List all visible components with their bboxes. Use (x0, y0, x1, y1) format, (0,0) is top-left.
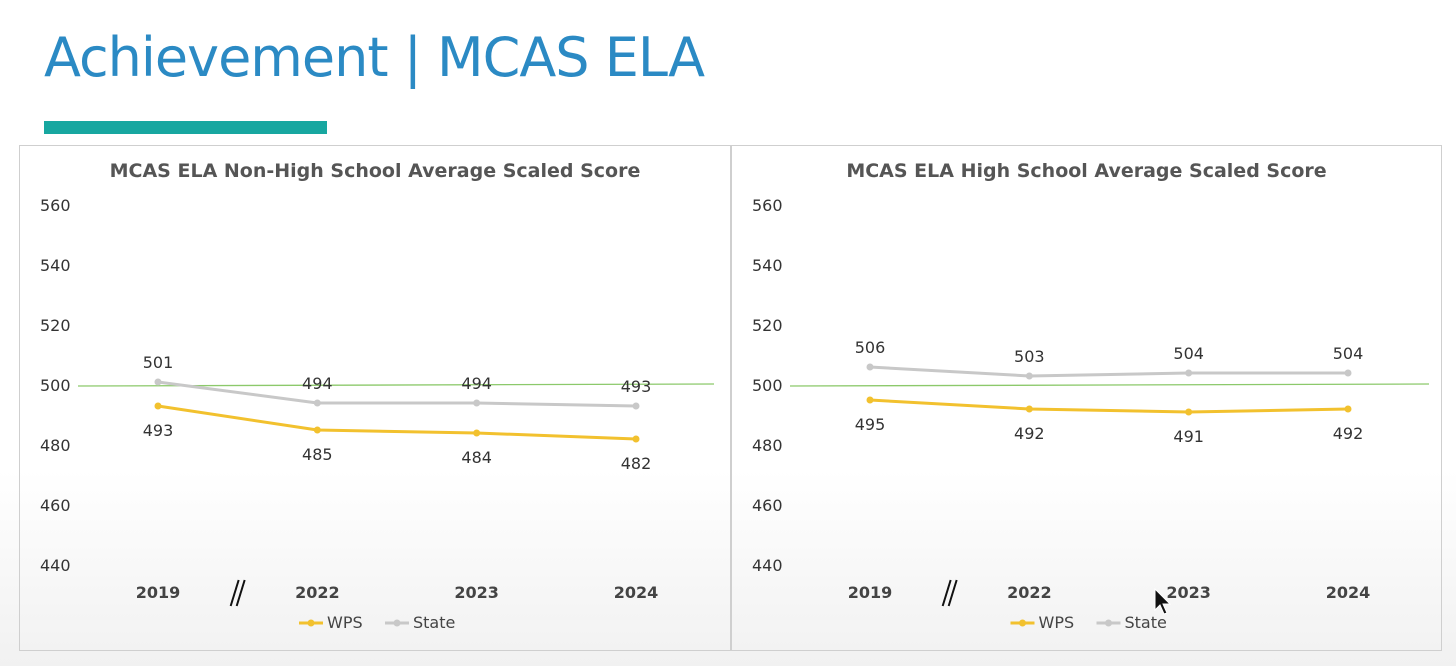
y-tick-label: 460 (752, 496, 783, 515)
legend-marker-wps (1019, 619, 1026, 627)
data-point-state (473, 399, 481, 407)
data-point-wps (1185, 408, 1193, 416)
series-line-wps (157, 404, 637, 441)
data-label-wps: 492 (1014, 424, 1045, 443)
y-tick-label: 440 (752, 556, 783, 575)
x-tick-label: 2022 (295, 583, 340, 602)
legend: WPS State (1010, 613, 1167, 632)
data-point-wps (1025, 405, 1033, 413)
x-tick-label: 2022 (1007, 583, 1052, 602)
data-point-state (154, 378, 162, 386)
title-accent-bar (44, 121, 327, 134)
y-tick-label: 540 (40, 256, 71, 275)
data-point-state (866, 363, 874, 371)
data-label-state: 501 (143, 353, 174, 372)
y-tick-label: 540 (752, 256, 783, 275)
x-tick-label: 2024 (1326, 583, 1371, 602)
axis-break-marker (941, 579, 958, 607)
chart-title: MCAS ELA Non-High School Average Scaled … (110, 160, 641, 182)
y-tick-label: 560 (40, 196, 71, 215)
legend-label-wps: WPS (1039, 613, 1075, 632)
mouse-cursor-icon (1154, 588, 1172, 615)
slide-title: Achievement | MCAS ELA (44, 26, 705, 89)
chart-non-high-school: MCAS ELA Non-High School Average Scaled … (40, 160, 715, 632)
legend: WPS State (299, 613, 455, 632)
y-tick-label: 560 (752, 196, 783, 215)
data-label-wps: 485 (302, 445, 333, 464)
y-tick-label: 520 (752, 316, 783, 335)
axis-break-marker (229, 579, 246, 607)
series-line-state (869, 365, 1348, 378)
x-tick-label: 2023 (454, 583, 499, 602)
chart-high-school: MCAS ELA High School Average Scaled Scor… (752, 160, 1430, 632)
data-label-state: 494 (302, 374, 333, 393)
series-line-state (157, 380, 637, 408)
data-label-wps: 493 (143, 421, 174, 440)
legend-label-wps: WPS (327, 613, 363, 632)
data-label-wps: 482 (621, 454, 652, 473)
data-label-wps: 484 (461, 448, 492, 467)
data-label-wps: 495 (855, 415, 886, 434)
data-label-state: 504 (1333, 344, 1364, 363)
chart-panel-high-school: MCAS ELA High School Average Scaled Scor… (731, 145, 1442, 651)
legend-label-state: State (413, 613, 455, 632)
data-point-state (632, 402, 640, 410)
reference-line (789, 383, 1430, 387)
legend-label-state: State (1125, 613, 1167, 632)
data-point-state (313, 399, 321, 407)
y-tick-label: 480 (40, 436, 71, 455)
data-point-wps (866, 396, 874, 404)
data-label-state: 494 (461, 374, 492, 393)
series-line-wps (869, 398, 1349, 414)
data-label-wps: 492 (1333, 424, 1364, 443)
x-tick-label: 2023 (1166, 583, 1211, 602)
y-tick-label: 520 (40, 316, 71, 335)
y-tick-label: 460 (40, 496, 71, 515)
data-point-wps (473, 429, 481, 437)
legend-marker-state (1105, 619, 1112, 627)
data-point-wps (632, 435, 640, 443)
data-label-state: 504 (1173, 344, 1204, 363)
x-tick-label: 2019 (136, 583, 181, 602)
x-tick-label: 2024 (614, 583, 659, 602)
chart-title: MCAS ELA High School Average Scaled Scor… (846, 160, 1326, 182)
legend-marker-state (393, 619, 401, 627)
data-point-wps (313, 426, 321, 434)
legend-marker-wps (307, 619, 315, 627)
y-tick-label: 440 (40, 556, 71, 575)
y-tick-label: 500 (40, 376, 71, 395)
data-point-state (1344, 369, 1352, 377)
data-label-wps: 491 (1173, 427, 1204, 446)
y-tick-label: 500 (752, 376, 783, 395)
y-tick-label: 480 (752, 436, 783, 455)
data-label-state: 503 (1014, 347, 1045, 366)
data-point-wps (1344, 405, 1352, 413)
chart-panel-non-high-school: MCAS ELA Non-High School Average Scaled … (19, 145, 731, 651)
data-label-state: 493 (621, 377, 652, 396)
data-point-state (1025, 372, 1033, 380)
x-tick-label: 2019 (848, 583, 893, 602)
data-point-wps (154, 402, 162, 410)
data-label-state: 506 (855, 338, 886, 357)
data-point-state (1185, 369, 1193, 377)
